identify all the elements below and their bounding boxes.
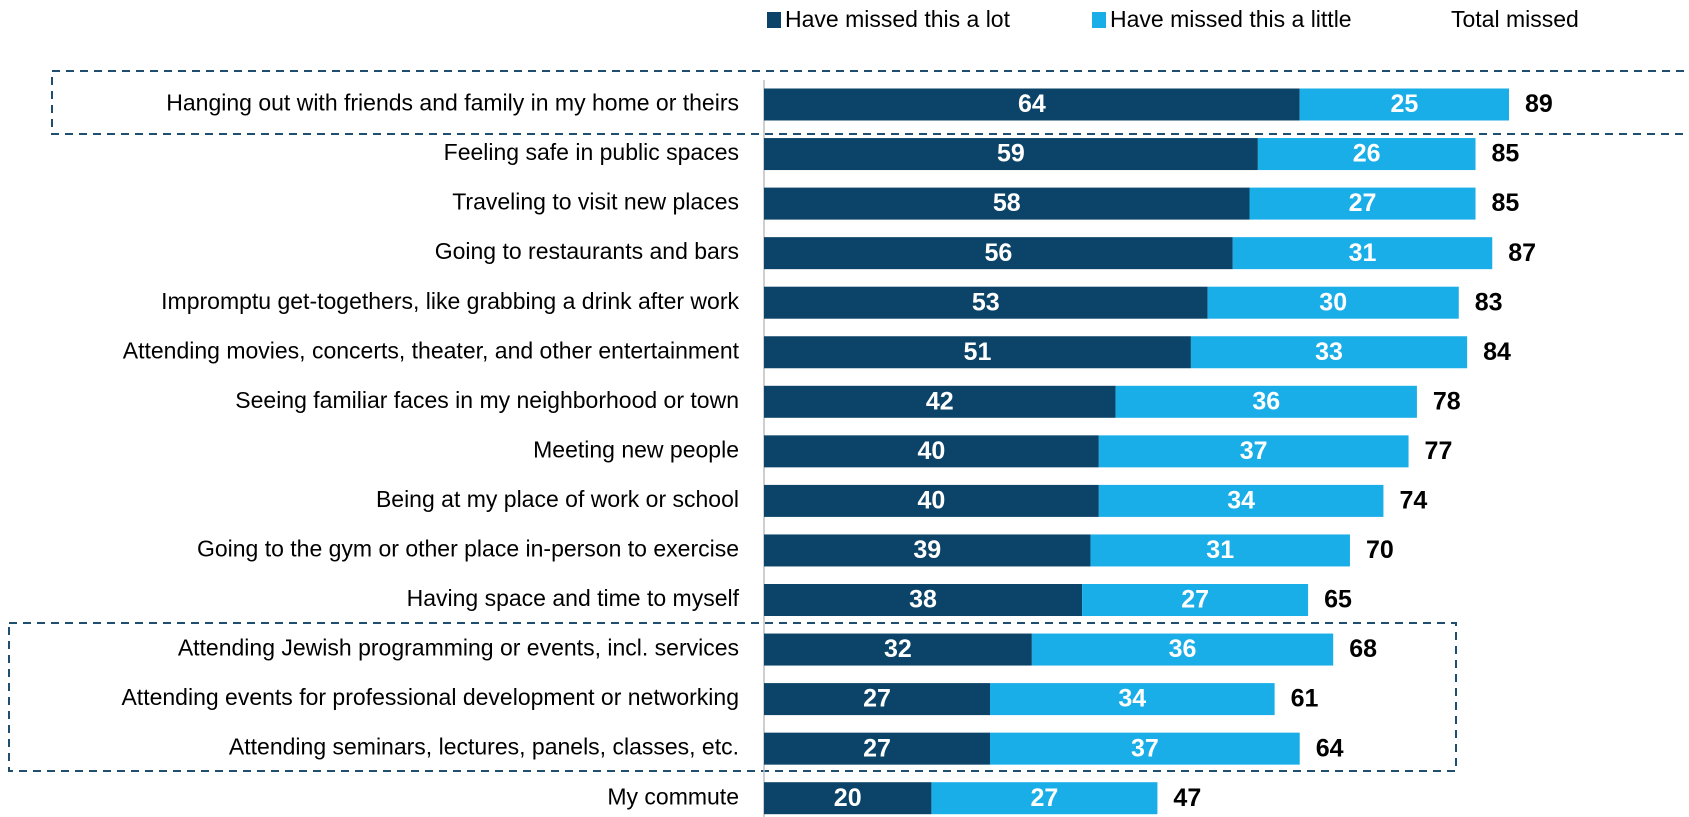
total-label: 64 [1316, 734, 1344, 762]
category-label: Attending seminars, lectures, panels, cl… [229, 734, 739, 760]
bar-segment [1031, 633, 1334, 666]
bar-segment [764, 336, 1191, 369]
value-label: 37 [1131, 734, 1159, 762]
value-label: 64 [1018, 90, 1046, 118]
total-label: 87 [1508, 239, 1536, 267]
bar-segment [1115, 385, 1417, 418]
bar-segment [1082, 584, 1309, 616]
category-label: Seeing familiar faces in my neighborhood… [235, 387, 739, 413]
value-label: 37 [1240, 437, 1268, 465]
bar-segment [931, 782, 1158, 815]
bar-segment [990, 732, 1300, 765]
value-label: 33 [1315, 338, 1343, 366]
bar-segment [764, 187, 1250, 220]
value-label: 30 [1319, 288, 1347, 316]
legend-swatch [767, 12, 781, 28]
bar-segment [1207, 286, 1459, 319]
value-label: 25 [1390, 90, 1418, 118]
value-label: 27 [1349, 189, 1377, 217]
legend-label: Total missed [1451, 6, 1579, 32]
value-label: 58 [993, 189, 1021, 217]
total-label: 84 [1483, 338, 1511, 366]
bar-segment [1249, 187, 1476, 220]
category-label: Impromptu get-togethers, like grabbing a… [161, 288, 739, 314]
value-label: 40 [918, 487, 946, 515]
bar-segment [1232, 237, 1493, 270]
bar-segment [764, 633, 1032, 666]
value-label: 53 [972, 288, 1000, 316]
category-label: My commute [607, 783, 739, 809]
category-label: Hanging out with friends and family in m… [166, 90, 739, 116]
total-label: 61 [1291, 685, 1319, 713]
total-label: 47 [1173, 784, 1201, 812]
value-label: 20 [834, 784, 862, 812]
bar-segment [1098, 484, 1384, 517]
value-label: 27 [1181, 586, 1209, 614]
category-label: Attending events for professional develo… [121, 684, 739, 710]
value-label: 40 [918, 437, 946, 465]
bar-segment [1098, 435, 1409, 468]
category-label: Traveling to visit new places [452, 189, 739, 215]
bar-segment [990, 683, 1275, 716]
category-label: Meeting new people [533, 436, 739, 462]
bar-segment [764, 138, 1258, 171]
legend-label: Have missed this a little [1110, 6, 1352, 32]
category-label: Attending Jewish programming or events, … [178, 635, 739, 661]
legend-label: Have missed this a lot [785, 6, 1011, 32]
category-label: Feeling safe in public spaces [444, 139, 739, 165]
value-label: 51 [964, 338, 992, 366]
category-label: Being at my place of work or school [376, 486, 739, 512]
total-label: 83 [1475, 288, 1503, 316]
value-label: 34 [1118, 685, 1146, 713]
bar-segment [1299, 88, 1509, 121]
value-label: 27 [1031, 784, 1059, 812]
bar-segment [1190, 336, 1468, 369]
value-label: 31 [1206, 536, 1234, 564]
total-label: 68 [1349, 635, 1377, 663]
value-label: 56 [984, 239, 1012, 267]
bar-segment [1257, 138, 1476, 171]
bar-segment [764, 683, 991, 716]
value-label: 38 [909, 586, 937, 614]
total-label: 65 [1324, 586, 1352, 614]
value-label: 36 [1252, 387, 1280, 415]
category-label: Attending movies, concerts, theater, and… [123, 337, 740, 363]
value-label: 59 [997, 140, 1025, 168]
bar-segment [764, 484, 1099, 517]
bar-segment [1090, 534, 1350, 567]
bar-segment [764, 584, 1083, 616]
total-label: 70 [1366, 536, 1394, 564]
total-label: 89 [1525, 90, 1553, 118]
category-label: Going to the gym or other place in-perso… [197, 536, 739, 562]
total-label: 85 [1492, 189, 1520, 217]
value-label: 36 [1169, 635, 1197, 663]
bar-segment [764, 385, 1116, 418]
bar-segment [764, 534, 1091, 567]
total-label: 77 [1425, 437, 1453, 465]
category-label: Going to restaurants and bars [435, 238, 739, 264]
total-label: 85 [1492, 140, 1520, 168]
value-label: 32 [884, 635, 912, 663]
bar-segment [764, 435, 1099, 468]
highlight-box [8, 622, 1457, 772]
total-label: 78 [1433, 387, 1461, 415]
value-label: 39 [913, 536, 941, 564]
bar-segment [764, 732, 991, 765]
category-label: Having space and time to myself [407, 585, 740, 611]
bar-segment [764, 88, 1300, 121]
bar-segment [764, 286, 1208, 319]
value-label: 26 [1353, 140, 1381, 168]
value-label: 27 [863, 734, 891, 762]
legend-swatch [1092, 12, 1106, 28]
value-label: 42 [926, 387, 954, 415]
total-label: 74 [1399, 487, 1427, 515]
bar-segment [764, 237, 1233, 270]
value-label: 31 [1349, 239, 1377, 267]
value-label: 34 [1227, 487, 1255, 515]
bar-segment [764, 782, 932, 815]
value-label: 27 [863, 685, 891, 713]
highlight-box [51, 70, 1689, 135]
